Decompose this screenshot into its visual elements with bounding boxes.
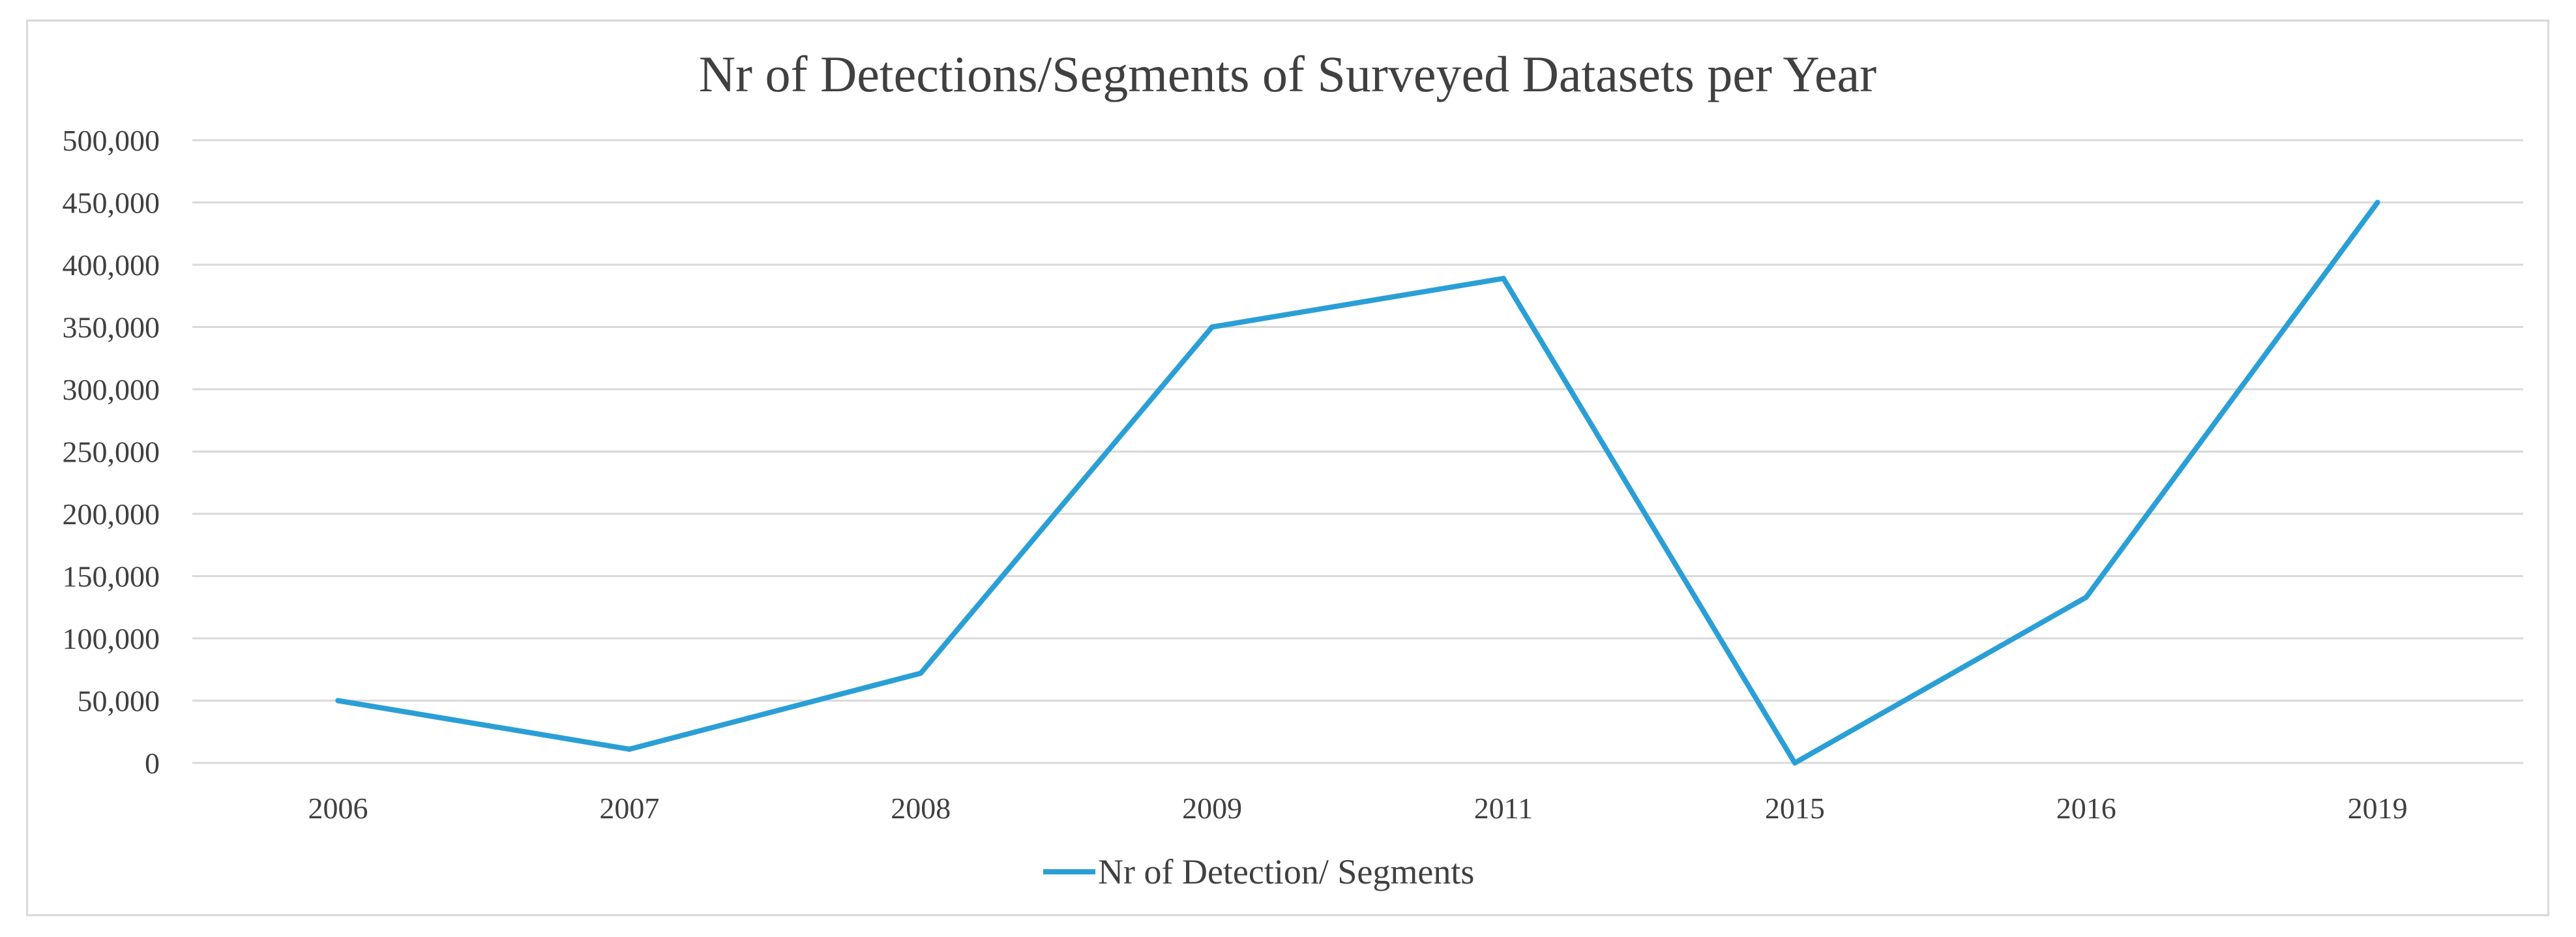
data-point[interactable]	[2083, 594, 2089, 600]
y-tick-label: 400,000	[63, 248, 160, 282]
data-point[interactable]	[1500, 276, 1506, 282]
legend-label: Nr of Detection/ Segments	[1098, 852, 1474, 891]
y-tick-label: 250,000	[63, 436, 160, 469]
data-point[interactable]	[627, 746, 632, 752]
series-layer	[335, 200, 2380, 766]
y-axis-tick-labels: 0 50,000 100,000 150,000 200,000 250,000 300,0…	[63, 124, 160, 780]
gridlines	[192, 139, 2523, 764]
y-tick-label: 450,000	[63, 186, 160, 220]
data-point[interactable]	[1792, 760, 1798, 766]
y-tick-label: 150,000	[63, 560, 160, 593]
chart-title: Nr of Detections/Segments of Surveyed Da…	[699, 46, 1877, 102]
x-axis-tick-labels: 2006 2007 2008 2009 2011 2015 2016 2019	[308, 792, 2407, 825]
legend[interactable]: Nr of Detection/ Segments	[1043, 852, 1474, 891]
x-tick-label: 2019	[2348, 792, 2408, 825]
data-point[interactable]	[2375, 200, 2380, 205]
y-tick-label: 500,000	[63, 124, 160, 157]
x-tick-label: 2007	[599, 792, 659, 825]
y-tick-label: 350,000	[63, 311, 160, 344]
x-tick-label: 2006	[308, 792, 368, 825]
data-point[interactable]	[335, 698, 341, 704]
series-line[interactable]	[335, 200, 2380, 766]
y-tick-label: 0	[145, 747, 160, 780]
data-point[interactable]	[918, 670, 924, 676]
y-tick-label: 200,000	[63, 498, 160, 531]
x-tick-label: 2016	[2056, 792, 2116, 825]
x-tick-label: 2008	[891, 792, 951, 825]
y-tick-label: 100,000	[63, 622, 160, 655]
x-tick-label: 2015	[1765, 792, 1825, 825]
data-point[interactable]	[1209, 324, 1215, 330]
chart-frame	[26, 20, 2549, 916]
y-tick-label: 300,000	[63, 373, 160, 406]
y-tick-label: 50,000	[78, 685, 160, 718]
x-tick-label: 2009	[1182, 792, 1242, 825]
x-tick-label: 2011	[1474, 792, 1533, 825]
